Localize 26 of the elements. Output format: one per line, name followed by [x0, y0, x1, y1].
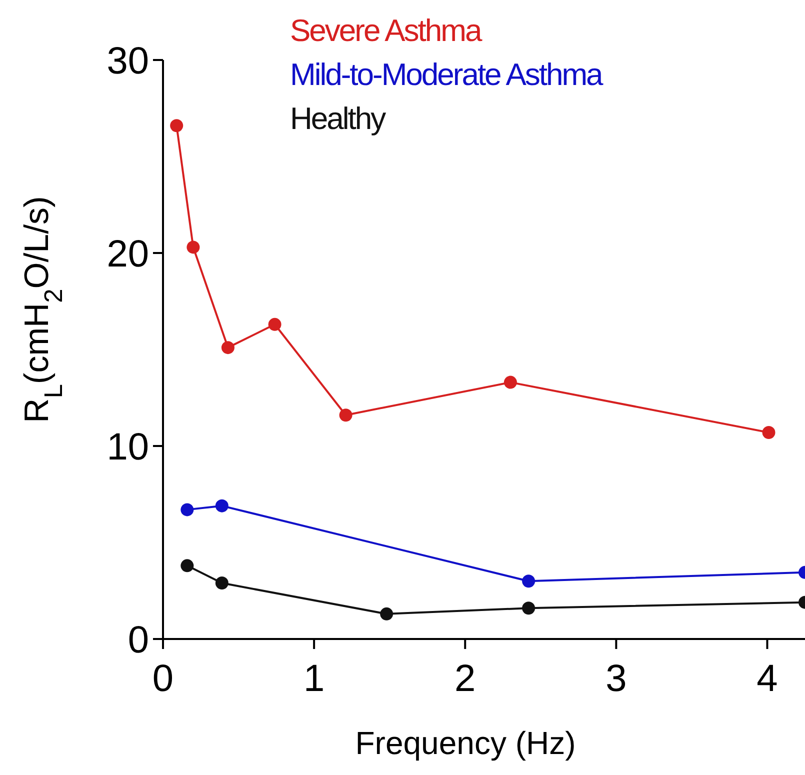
text: Healthy: [290, 100, 387, 136]
text: Severe Asthma: [290, 12, 483, 48]
point: [170, 119, 184, 132]
point: [504, 376, 517, 389]
y-tick-label: 10: [106, 426, 149, 468]
point: [268, 318, 282, 331]
y-tick-label: 0: [128, 619, 149, 662]
x-tick-label: 2: [454, 658, 476, 700]
point: [215, 499, 228, 512]
y-tick-label: 30: [106, 40, 149, 82]
point: [180, 559, 194, 572]
x-tick-label: 3: [606, 658, 627, 700]
point: [762, 426, 776, 439]
x-axis-title: Frequency (Hz): [355, 725, 576, 761]
point: [339, 408, 352, 422]
x-tick-label: 1: [303, 658, 325, 700]
point: [186, 240, 200, 254]
point: [522, 602, 536, 615]
point: [215, 576, 228, 590]
point: [221, 341, 234, 354]
x-tick-label: 4: [756, 658, 778, 700]
point: [522, 574, 536, 588]
text: Mild-to-Moderate Asthma: [290, 56, 604, 92]
point: [380, 607, 394, 620]
point: [180, 503, 194, 516]
y-tick-label: 20: [106, 233, 149, 276]
